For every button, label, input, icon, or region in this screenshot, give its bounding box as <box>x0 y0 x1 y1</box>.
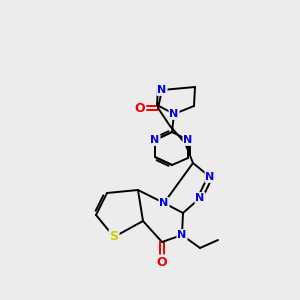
Text: N: N <box>158 85 166 95</box>
Text: S: S <box>110 230 118 244</box>
Text: N: N <box>206 172 214 182</box>
Text: N: N <box>183 135 193 145</box>
Text: O: O <box>157 256 167 268</box>
Text: O: O <box>135 101 145 115</box>
Text: N: N <box>150 135 160 145</box>
Text: N: N <box>169 109 178 119</box>
Text: N: N <box>195 193 205 203</box>
Text: N: N <box>159 198 169 208</box>
Text: N: N <box>177 230 187 240</box>
